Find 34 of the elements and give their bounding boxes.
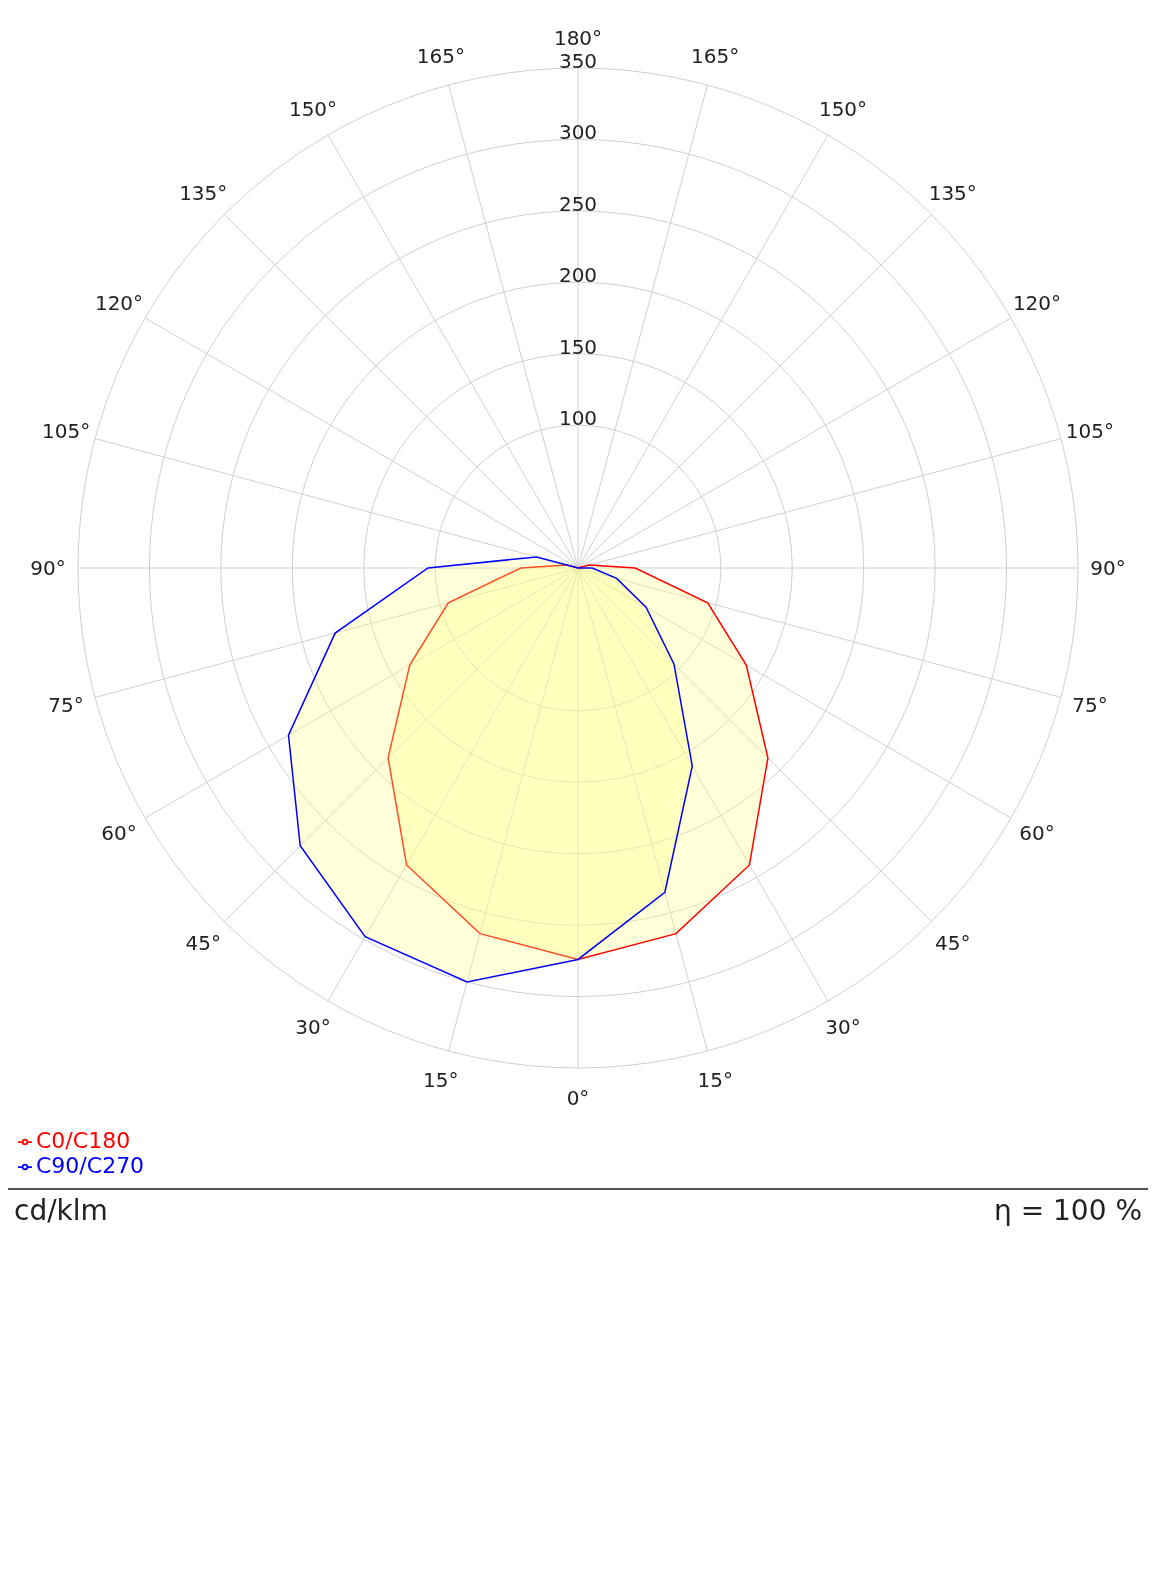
y-tick-label: 200 <box>558 263 598 288</box>
text: cd/klm <box>14 1194 108 1227</box>
y-tick-label: 150 <box>558 334 598 359</box>
y-tick-label: 100 <box>558 406 598 431</box>
spoke-label: 45° <box>935 930 971 955</box>
spoke-label: 165° <box>691 44 740 69</box>
spoke-label: 75° <box>1072 693 1108 718</box>
legend-label: C90/C270 <box>36 1153 145 1178</box>
spoke-label: 105° <box>41 418 91 443</box>
y-tick-label: 350 <box>558 49 598 73</box>
spoke-label: 135° <box>179 181 228 206</box>
spoke-label: 0° <box>566 1086 590 1110</box>
spoke-label: 90° <box>1090 556 1126 580</box>
spoke-label: 30° <box>295 1014 331 1039</box>
spoke-label: 150° <box>818 97 868 122</box>
y-tick-label: 250 <box>558 191 598 216</box>
spoke-label: 15° <box>697 1067 733 1092</box>
y-tick-label: 300 <box>558 120 598 145</box>
spoke-label: 180° <box>553 26 603 50</box>
spoke-label: 45° <box>185 930 221 955</box>
spoke-label: 30° <box>825 1014 861 1039</box>
spoke-label: 15° <box>423 1067 459 1092</box>
spoke-label: 120° <box>94 291 144 315</box>
spoke-label: 150° <box>288 97 338 122</box>
spoke-label: 75° <box>48 693 84 718</box>
spoke-label: 60° <box>101 821 137 845</box>
spoke-label: 135° <box>928 181 977 206</box>
spoke-label: 105° <box>1065 418 1115 443</box>
spoke-label: 120° <box>1012 291 1062 315</box>
legend-label: C0/C180 <box>36 1128 131 1153</box>
spoke-label: 165° <box>416 44 465 69</box>
text: η = 100 % <box>994 1194 1142 1227</box>
spoke-label: 90° <box>30 556 66 580</box>
spoke-label: 60° <box>1019 821 1055 845</box>
